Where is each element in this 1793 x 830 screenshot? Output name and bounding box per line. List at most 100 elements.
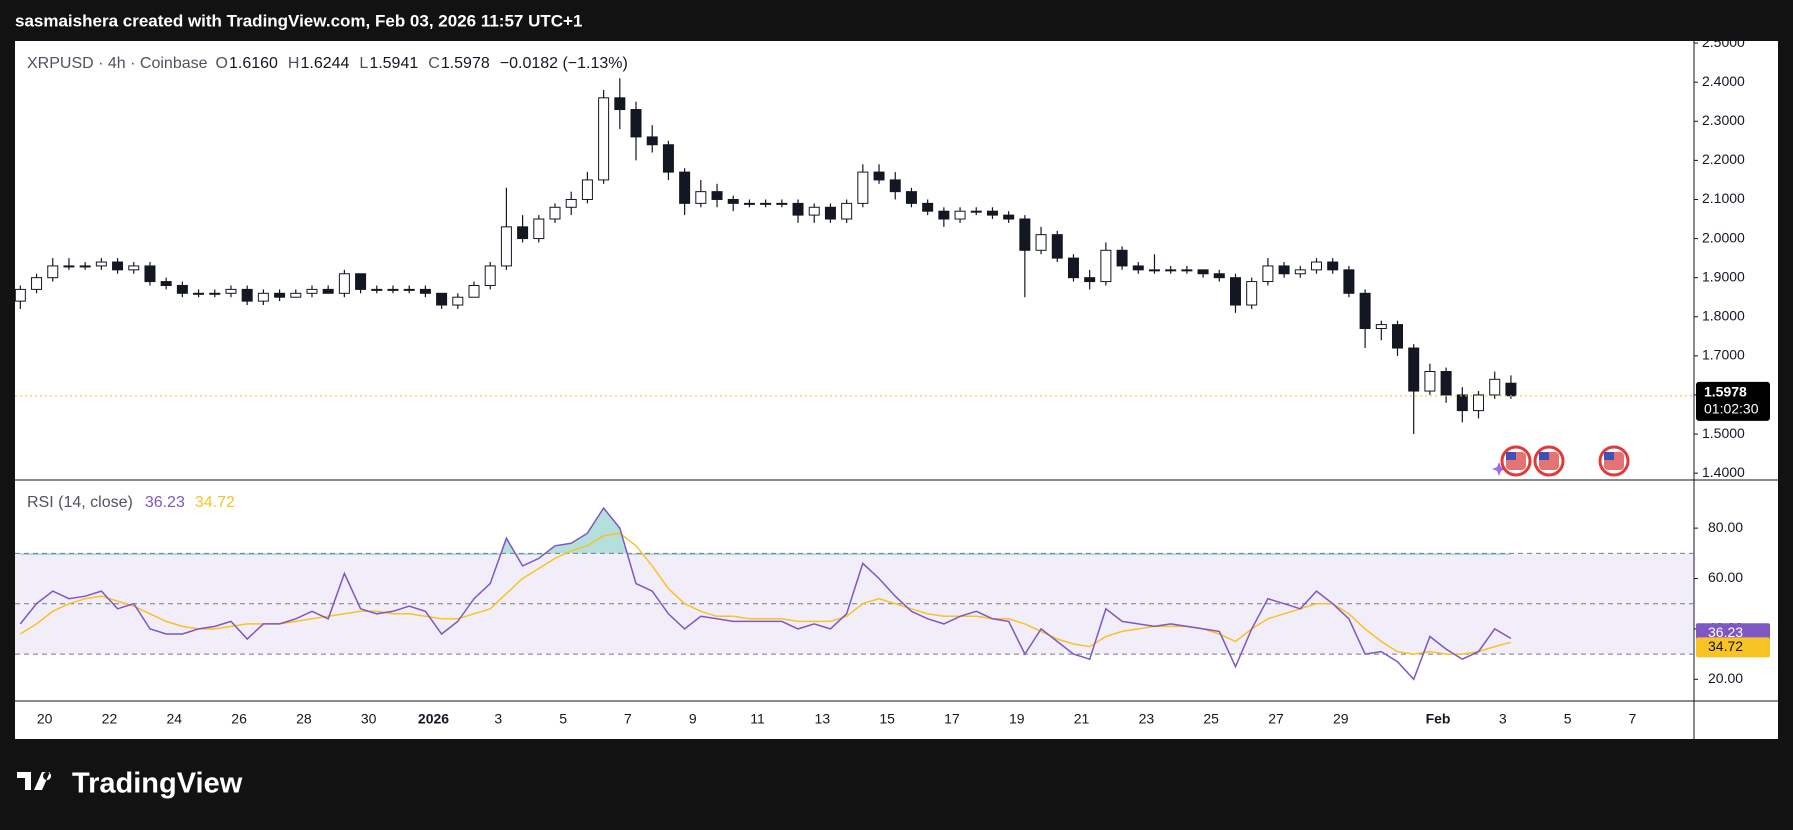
x-tick-label: 20 [37,711,53,727]
event-sparkle [1492,462,1506,476]
x-tick-label: 15 [879,711,895,727]
candle-body [873,171,885,181]
x-tick-label: Feb [1426,711,1451,727]
event-flag [1533,445,1565,477]
candle-body [986,210,998,216]
x-tick-label: 2026 [418,711,449,727]
candle-body [970,210,982,213]
x-tick-label: 27 [1268,711,1284,727]
candle-body [241,288,253,302]
y-tick-label: 2.2000 [1702,151,1745,167]
ohlc-key: O [216,55,228,72]
candle-body [1424,371,1436,392]
logo: TradingView [17,768,243,800]
x-tick-label: 7 [1629,711,1637,727]
candle-body [209,292,221,295]
rsi-value-tag [1696,637,1770,658]
x-tick-label: 25 [1203,711,1219,727]
rsi-value-tag-label: 34.72 [1708,638,1743,654]
x-tick-label: 28 [296,711,312,727]
candle-body [1262,265,1274,283]
candle-body [1035,234,1047,251]
candle-body [1505,382,1517,397]
x-tick-label: 26 [231,711,247,727]
x-tick-label: 13 [815,711,831,727]
symbol: XRPUSD · 4h · Coinbase [27,55,208,72]
candle-body [290,292,302,298]
candle-body [47,265,59,279]
header-title: sasmaishera created with TradingView.com… [15,11,582,30]
candle-body [922,202,934,212]
y-tick-label: 1.5000 [1702,425,1745,441]
y-tick-label: 1.8000 [1702,307,1745,323]
price-pane: 1.40001.50001.60001.70001.80001.90002.00… [15,41,1745,480]
ohlc-value: 1.6160 [229,55,278,72]
candle-body [160,281,172,286]
candle-body [1067,257,1079,279]
candle-body [662,144,674,173]
rsi-title: RSI (14, close) [27,494,133,511]
candle-body [857,171,869,204]
candle-body [808,206,820,216]
candle-body [1229,277,1241,306]
ohlc-value: 1.5941 [369,55,418,72]
y-tick-label: 2.3000 [1702,112,1745,128]
candle-body [1181,269,1193,272]
event-flag [1500,445,1532,477]
candle-body [1100,249,1112,283]
last-price-tag [1696,381,1770,421]
event-icons [1492,445,1630,477]
candle-body [581,179,593,200]
candle-body [144,265,156,283]
candle-body [112,261,124,271]
candle-body [1165,269,1177,272]
x-tick-label: 23 [1139,711,1155,727]
candle-body [549,206,561,220]
candle-body [727,198,739,204]
y-tick-label: 1.7000 [1702,347,1745,363]
rsi-tick-label: 80.00 [1708,519,1743,535]
candle-body [15,288,26,302]
candle-body [743,202,755,205]
x-tick-label: 7 [624,711,632,727]
candle-body [711,191,723,200]
candle-body [306,288,318,294]
candle-body [1489,378,1501,396]
ohlc-key: H [288,55,300,72]
candle-body [630,109,642,138]
ohlc-value: 1.5978 [441,55,490,72]
candle-body [193,292,205,295]
x-tick-label: 5 [559,711,567,727]
candle-body [452,296,464,306]
candle-body [1310,261,1322,271]
candle-body [371,288,383,291]
candle-body [1019,218,1031,251]
candle-body [1375,324,1387,329]
x-tick-label: 24 [166,711,182,727]
x-tick-label: 9 [689,711,697,727]
candle-body [257,292,269,302]
x-tick-label: 3 [494,711,502,727]
x-tick-label: 3 [1499,711,1507,727]
x-tick-label: 19 [1009,711,1025,727]
rsi-line [19,506,1512,681]
change: −0.0182 (−1.13%) [500,55,628,72]
candle-body [598,97,610,181]
chart-panel [15,41,1778,739]
candle-body [31,277,43,290]
x-tick-label: 21 [1074,711,1090,727]
candle-body [419,288,431,294]
candle-body [1473,394,1485,412]
candle-body [1084,277,1096,283]
candle-body [1197,269,1209,275]
candle-body [274,292,286,298]
candle-body [1456,394,1468,412]
candle-body [387,288,399,291]
candle-body [938,210,950,220]
candle-body [565,198,577,208]
x-tick-label: 5 [1564,711,1572,727]
rsi-ma-legend-value: 34.72 [195,494,235,511]
candle-body [1359,292,1371,329]
logo-mark [17,772,52,790]
